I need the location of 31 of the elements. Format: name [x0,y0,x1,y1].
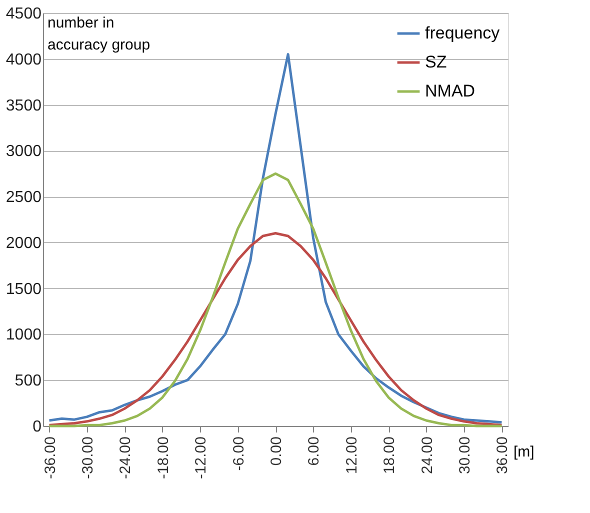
y-tick-label: 1000 [6,326,42,344]
x-tick-label: 36.00 [494,436,512,474]
x-tick-label: 24.00 [418,436,436,474]
y-tick-label: 1500 [6,280,42,298]
y-tick-label: 3000 [6,143,42,160]
x-tick-label: -12.00 [192,436,210,480]
line-series [48,172,503,428]
y-tick-label: 2000 [6,234,42,252]
y-tick-label: 500 [14,372,42,390]
x-tick-label: 18.00 [381,436,398,474]
x-axis-title: [m] [514,444,534,460]
legend-label: NMAD [425,82,476,100]
x-tick-label: -24.00 [117,436,134,480]
y-tick-label: 3500 [6,97,42,114]
x-tick-label: 12.00 [343,436,360,474]
y-axis-title: number in accuracy group [48,14,150,54]
y-tick-label: 0 [32,418,42,436]
legend-label: SZ [425,52,447,72]
x-tick-label: -36.00 [42,436,59,480]
legend-label: frequency [425,24,500,42]
x-tick-label: -18.00 [154,436,172,480]
x-tick-label: 0.00 [268,436,285,466]
x-tick-label: -30.00 [79,436,96,480]
y-tick-label: 2500 [6,189,42,206]
x-tick-label: -6.00 [230,436,248,471]
line-series [48,232,503,426]
line-series [48,53,503,424]
y-tick-label: 4000 [6,51,42,68]
y-tick-label: 4500 [6,6,42,22]
x-tick-label: 30.00 [456,436,474,474]
x-tick-label: 6.00 [306,436,323,466]
